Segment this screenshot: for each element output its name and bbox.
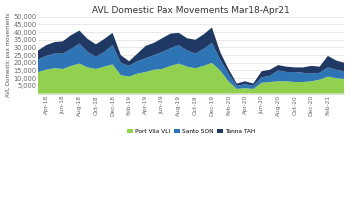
- Title: AVL Domestic Pax Movements Mar18-Apr21: AVL Domestic Pax Movements Mar18-Apr21: [92, 5, 290, 14]
- Y-axis label: AVL Domestic pax movements: AVL Domestic pax movements: [6, 13, 10, 97]
- Legend: Port Vila VLI, Santo SON, Tanna TAH: Port Vila VLI, Santo SON, Tanna TAH: [125, 127, 258, 137]
